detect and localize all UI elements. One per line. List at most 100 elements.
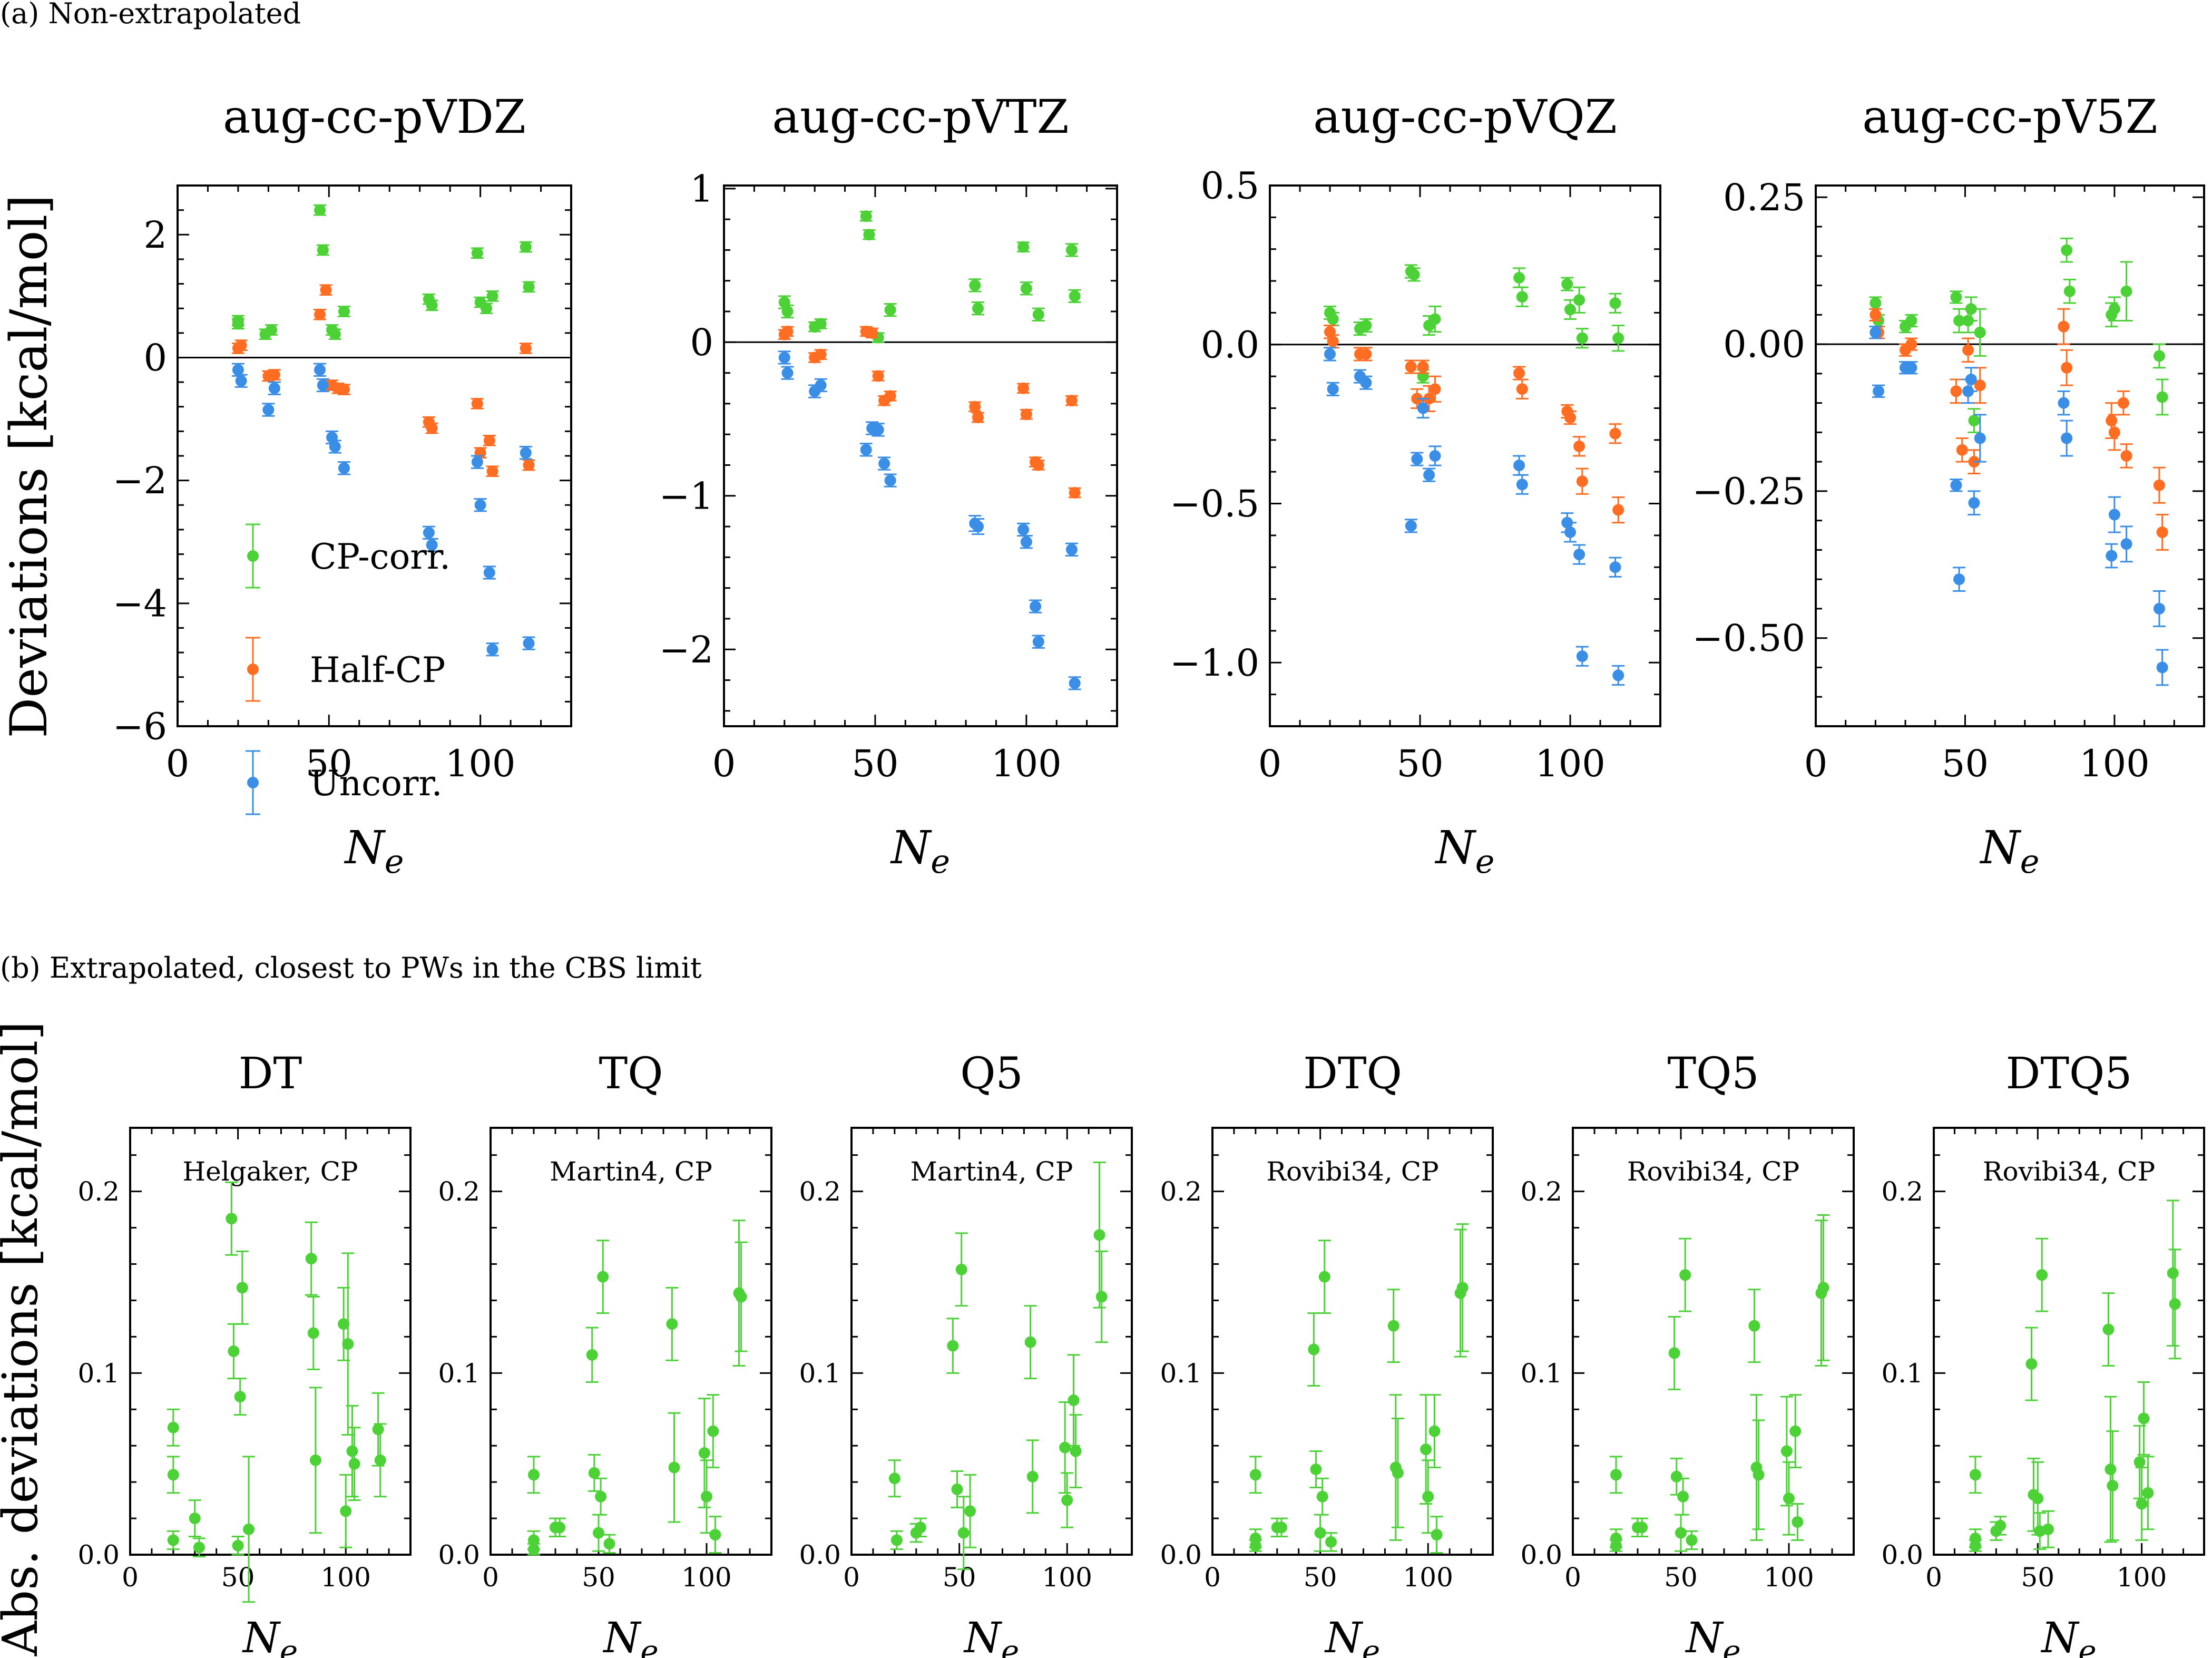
data-point	[1387, 1320, 1399, 1332]
x-axis-label-main: N	[963, 1613, 1003, 1658]
data-point	[2042, 1523, 2054, 1535]
x-axis-label-main: N	[1324, 1613, 1364, 1658]
data-point	[228, 1345, 240, 1357]
chart-9: TQ5 Rovibi34, CP 0 50 100 0.0 0.1 0.2 Ne	[1520, 1049, 1855, 1658]
data-point	[167, 1469, 179, 1481]
y-tick-label: 0.0	[799, 1540, 841, 1571]
data-point	[232, 1539, 244, 1552]
data-point	[1974, 326, 1986, 338]
x-tick-label: 50	[943, 1562, 976, 1593]
data-point	[1360, 319, 1372, 331]
series-cp-corr-	[1324, 264, 1625, 384]
series-uncorr-	[778, 350, 1081, 690]
legend-label: Half-CP	[310, 650, 445, 690]
chart-annotation: Helgaker, CP	[183, 1156, 358, 1187]
data-point	[1974, 379, 1986, 392]
x-tick-label: 100	[991, 742, 1062, 785]
data-point	[1428, 1425, 1441, 1437]
x-tick-label: 0	[1564, 1562, 1581, 1593]
data-point	[1316, 1490, 1328, 1503]
data-point	[1564, 526, 1576, 538]
x-axis-label-sub: e	[2020, 842, 2040, 881]
data-point	[588, 1467, 600, 1479]
data-point	[2133, 1456, 2146, 1468]
data-point	[1324, 348, 1336, 360]
data-point	[1327, 335, 1339, 347]
x-tick-label: 50	[1396, 742, 1443, 785]
data-point	[1789, 1425, 1802, 1437]
data-point	[860, 210, 872, 222]
x-tick-label: 100	[681, 1562, 731, 1593]
data-point	[374, 1454, 386, 1466]
series-uncorr-	[1324, 347, 1625, 686]
data-point	[483, 434, 495, 446]
data-point	[520, 447, 532, 459]
y-tick-label: 0.2	[1160, 1176, 1202, 1207]
data-point	[1780, 1445, 1793, 1457]
data-point	[2058, 397, 2070, 409]
data-point	[1783, 1493, 1795, 1505]
data-point	[1956, 444, 1968, 456]
data-point	[1612, 669, 1624, 681]
y-tick-label: 0.0	[1201, 323, 1259, 366]
data-point	[2108, 303, 2120, 315]
data-point	[329, 328, 341, 340]
data-point	[486, 290, 498, 302]
x-axis-label-main: N	[344, 822, 386, 874]
x-tick-label: 50	[2021, 1562, 2054, 1593]
y-tick-label: 0.0	[77, 1540, 120, 1571]
x-axis-label: Ne	[242, 1613, 298, 1658]
data-point	[2138, 1412, 2150, 1425]
data-point	[2061, 362, 2073, 374]
data-point	[1065, 395, 1078, 407]
data-point	[1968, 415, 1980, 427]
data-point	[1870, 297, 1882, 309]
x-axis-label-main: N	[1435, 822, 1477, 874]
x-axis-label-sub: e	[1722, 1633, 1740, 1658]
y-tick-label: 0.1	[799, 1358, 841, 1389]
data-point	[481, 303, 493, 315]
data-point	[1612, 332, 1624, 344]
data-point	[2120, 538, 2132, 550]
chart-title: DT	[239, 1049, 302, 1099]
data-point	[262, 404, 275, 416]
y-tick-label: −1.0	[1170, 641, 1259, 685]
data-point	[593, 1527, 604, 1539]
axes-frame	[490, 1127, 772, 1556]
data-point	[1422, 1490, 1434, 1503]
data-point	[947, 1340, 959, 1352]
x-tick-label: 0	[1258, 742, 1282, 785]
y-tick-label: −0.25	[1692, 470, 1805, 513]
y-tick-label: 0.0	[1881, 1540, 1923, 1571]
series-cp	[527, 1220, 748, 1556]
data-point	[1417, 361, 1429, 373]
chart-2: aug-cc-pVTZ 0 50 100 −2 −1 0 1 Ne	[659, 90, 1118, 881]
data-point	[2142, 1487, 2154, 1499]
data-point	[2106, 415, 2118, 427]
data-point	[1032, 636, 1044, 648]
data-point	[1675, 1527, 1687, 1539]
data-point	[2156, 391, 2168, 403]
data-point	[226, 1213, 238, 1225]
data-point	[2153, 479, 2165, 491]
x-axis-label: Ne	[2040, 1613, 2096, 1658]
axes-frame	[1211, 1127, 1494, 1556]
data-point	[307, 1327, 319, 1339]
chart-title: aug-cc-pVTZ	[772, 90, 1069, 144]
data-point	[1905, 362, 1917, 374]
data-point	[1024, 1336, 1036, 1348]
data-point	[2120, 285, 2132, 297]
data-point	[426, 539, 438, 551]
x-tick-label: 50	[221, 1562, 255, 1593]
data-point	[1513, 367, 1525, 379]
data-point	[471, 247, 483, 259]
data-point	[314, 204, 326, 216]
data-point	[2105, 1464, 2117, 1475]
data-point	[528, 1469, 540, 1481]
data-point	[235, 375, 247, 387]
data-point	[1573, 440, 1585, 452]
series-half-cp	[231, 284, 535, 477]
x-axis-label-sub: e	[1001, 1633, 1019, 1658]
chart-3: aug-cc-pVQZ 0 50 100 −1.0 −0.5 0.0 0.5 Ne	[1170, 90, 1661, 881]
data-point	[1873, 385, 1885, 397]
